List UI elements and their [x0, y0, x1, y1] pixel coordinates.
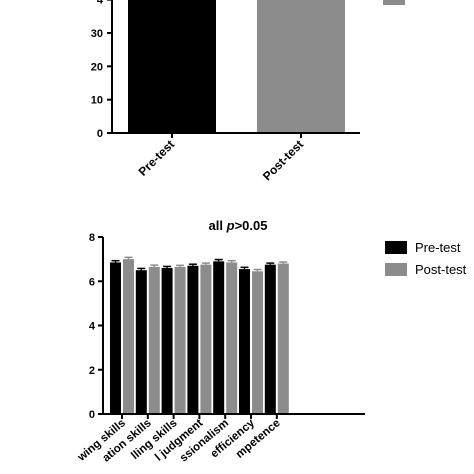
y-tick-label: 30: [91, 28, 103, 40]
y-tick-label: 4: [97, 0, 104, 7]
bar-post-test: [200, 264, 212, 414]
x-tick-label: Pre-test: [136, 137, 177, 178]
bar-pre-test: [110, 262, 121, 414]
bar-post-test: [123, 259, 134, 414]
bar-post-test: [277, 263, 289, 414]
y-tick-label: 2: [89, 365, 95, 377]
bar-post-test: [226, 262, 238, 414]
bar-pre-test: [135, 270, 147, 414]
bar-pre-test: [213, 261, 225, 414]
bar-pre-test: [161, 267, 173, 414]
chart-top: 0 10 20 30 4 Pre-test Post-test: [91, 0, 360, 183]
bar-post-test: [252, 271, 263, 414]
bar-post-test: [148, 266, 160, 414]
y-tick-label: 0: [97, 128, 103, 140]
legend-remnant-swatch: [383, 0, 405, 5]
y-tick-label: 6: [89, 276, 95, 288]
y-tick-label: 4: [89, 321, 96, 333]
y-tick-label: 20: [91, 61, 103, 73]
bar-post-test: [257, 0, 345, 133]
legend-label-post-test: Post-test: [415, 262, 467, 277]
chart-title: all p>0.05: [209, 218, 268, 233]
bar-pre-test: [264, 264, 276, 414]
legend: Pre-test Post-test: [385, 240, 467, 277]
bar-pre-test: [187, 265, 199, 414]
bar-pre-test: [239, 269, 250, 414]
legend-swatch-post-test: [385, 263, 407, 276]
y-tick-label: 8: [89, 232, 95, 244]
bar-post-test: [174, 266, 186, 414]
legend-label-pre-test: Pre-test: [415, 240, 461, 255]
y-tick-label: 0: [89, 409, 95, 421]
bar-pre-test: [128, 0, 216, 133]
legend-swatch-pre-test: [385, 241, 407, 254]
y-tick-label: 10: [91, 95, 103, 107]
x-tick-label: Post-test: [260, 137, 306, 183]
